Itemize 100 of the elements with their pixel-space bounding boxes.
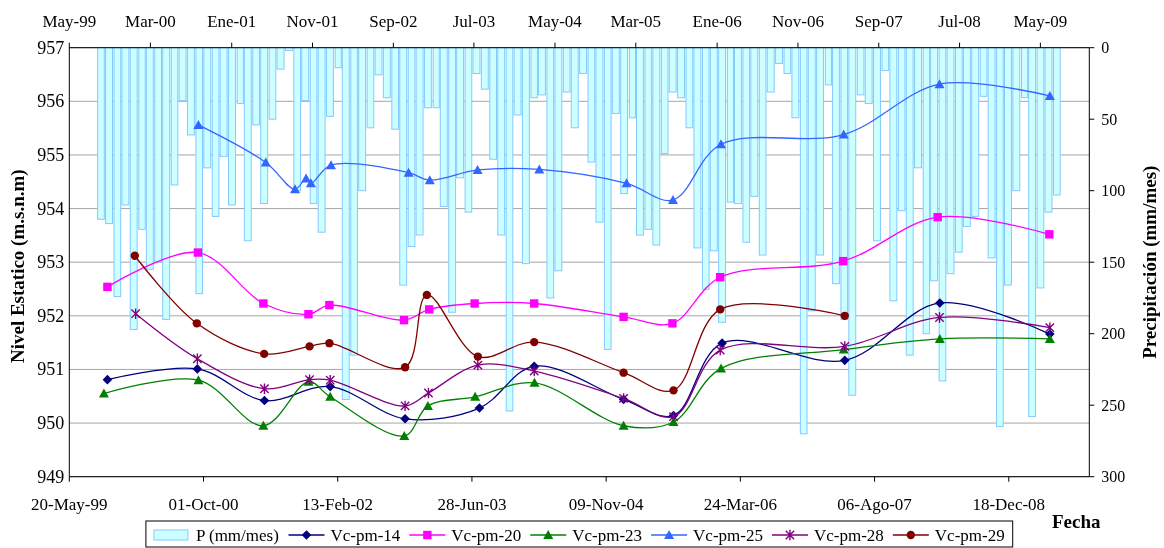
- x2-tick-label: Mar-05: [610, 12, 662, 31]
- point: [325, 374, 336, 387]
- y-tick-label: 954: [37, 198, 65, 219]
- point: [840, 311, 849, 321]
- x2-tick-label: Mar-00: [125, 12, 176, 31]
- y2-axis-title: Precipitación (mm/mes): [1139, 165, 1161, 359]
- x-tick-label: 01-Oct-00: [168, 495, 239, 514]
- point: [424, 175, 435, 185]
- legend-label: Vc-pm-14: [330, 525, 401, 545]
- point: [529, 377, 540, 387]
- point: [619, 312, 628, 322]
- y2-tick-label: 300: [1101, 468, 1126, 486]
- point: [472, 359, 483, 372]
- point: [304, 310, 313, 319]
- x-tick-label: 28-Jun-03: [437, 495, 507, 514]
- point: [715, 344, 726, 357]
- point: [326, 160, 337, 170]
- x2-tick-label: Sep-02: [369, 12, 418, 31]
- point: [193, 248, 203, 257]
- point: [530, 299, 539, 308]
- point: [838, 129, 849, 139]
- y2-tick-label: 0: [1101, 39, 1110, 57]
- point: [422, 290, 432, 300]
- point: [103, 282, 112, 292]
- x-axis-title: Fecha: [1052, 511, 1102, 532]
- x2-tick-label: Nov-06: [771, 12, 824, 31]
- point: [669, 386, 678, 395]
- point: [621, 178, 632, 188]
- point: [839, 340, 850, 353]
- point: [403, 167, 414, 177]
- point: [130, 251, 139, 260]
- x2-tick-label: Nov-01: [286, 12, 339, 31]
- y-axis-title: Nivel Estatico (m.s.n.m): [7, 169, 29, 364]
- y-tick-label: 957: [37, 37, 65, 58]
- y-tick-label: 955: [37, 144, 65, 165]
- y-tick-label: 952: [37, 305, 65, 326]
- point: [934, 298, 945, 308]
- point: [470, 299, 479, 308]
- point: [474, 403, 485, 413]
- point: [192, 352, 203, 365]
- point: [325, 391, 336, 401]
- point: [400, 413, 410, 424]
- point: [716, 363, 727, 373]
- point: [472, 164, 483, 174]
- x2-tick-label: May-09: [1013, 12, 1068, 31]
- point: [192, 364, 203, 374]
- point: [619, 368, 628, 377]
- x-tick-label: 06-Ago-07: [837, 495, 913, 514]
- point: [305, 178, 316, 188]
- point: [838, 256, 848, 266]
- point: [193, 119, 204, 129]
- x2-tick-label: Ene-06: [692, 12, 742, 31]
- point: [1045, 230, 1054, 239]
- legend-label: Vc-pm-25: [693, 525, 763, 545]
- y-tick-label: 950: [37, 413, 65, 434]
- x2-tick-label: Jul-03: [452, 12, 496, 31]
- legend-label: Vc-pm-20: [451, 525, 522, 545]
- point: [258, 420, 269, 430]
- point: [399, 430, 410, 440]
- y-tick-label: 956: [37, 91, 65, 112]
- x2-tick-label: May-99: [42, 12, 97, 31]
- point: [192, 319, 201, 328]
- x-tick-label: 13-Feb-02: [302, 495, 374, 514]
- point: [1044, 321, 1055, 334]
- y-tick-label: 949: [37, 466, 65, 487]
- point: [305, 342, 314, 351]
- point: [934, 311, 945, 324]
- point: [1044, 90, 1055, 100]
- x2-tick-label: Jul-08: [938, 12, 981, 31]
- point: [470, 391, 481, 401]
- point: [529, 365, 540, 377]
- point: [259, 349, 269, 359]
- point: [422, 400, 433, 410]
- point: [400, 400, 410, 412]
- legend-label: Vc-pm-28: [813, 525, 884, 545]
- point: [425, 305, 434, 314]
- point: [934, 333, 945, 343]
- y2-tick-label: 50: [1101, 110, 1118, 128]
- point: [839, 355, 850, 366]
- point: [716, 273, 725, 282]
- point: [290, 184, 301, 194]
- point: [716, 139, 727, 149]
- y-tick-label: 953: [37, 252, 65, 273]
- y2-tick-label: 100: [1101, 182, 1126, 200]
- point: [530, 337, 539, 347]
- point: [259, 382, 270, 395]
- x-tick-label: 24-Mar-06: [703, 495, 778, 514]
- point: [933, 212, 942, 222]
- legend-label: P (mm/mes): [195, 525, 279, 545]
- y2-tick-label: 200: [1101, 325, 1126, 343]
- x2-tick-label: May-04: [528, 12, 583, 31]
- point: [400, 363, 410, 372]
- point: [325, 381, 336, 392]
- x2-tick-label: Sep-07: [854, 12, 904, 31]
- x-tick-label: 18-Dec-08: [972, 495, 1046, 514]
- point: [534, 164, 545, 174]
- point: [130, 307, 141, 320]
- point: [193, 375, 204, 385]
- legend-label: Vc-pm-29: [934, 525, 1005, 545]
- point: [473, 352, 483, 361]
